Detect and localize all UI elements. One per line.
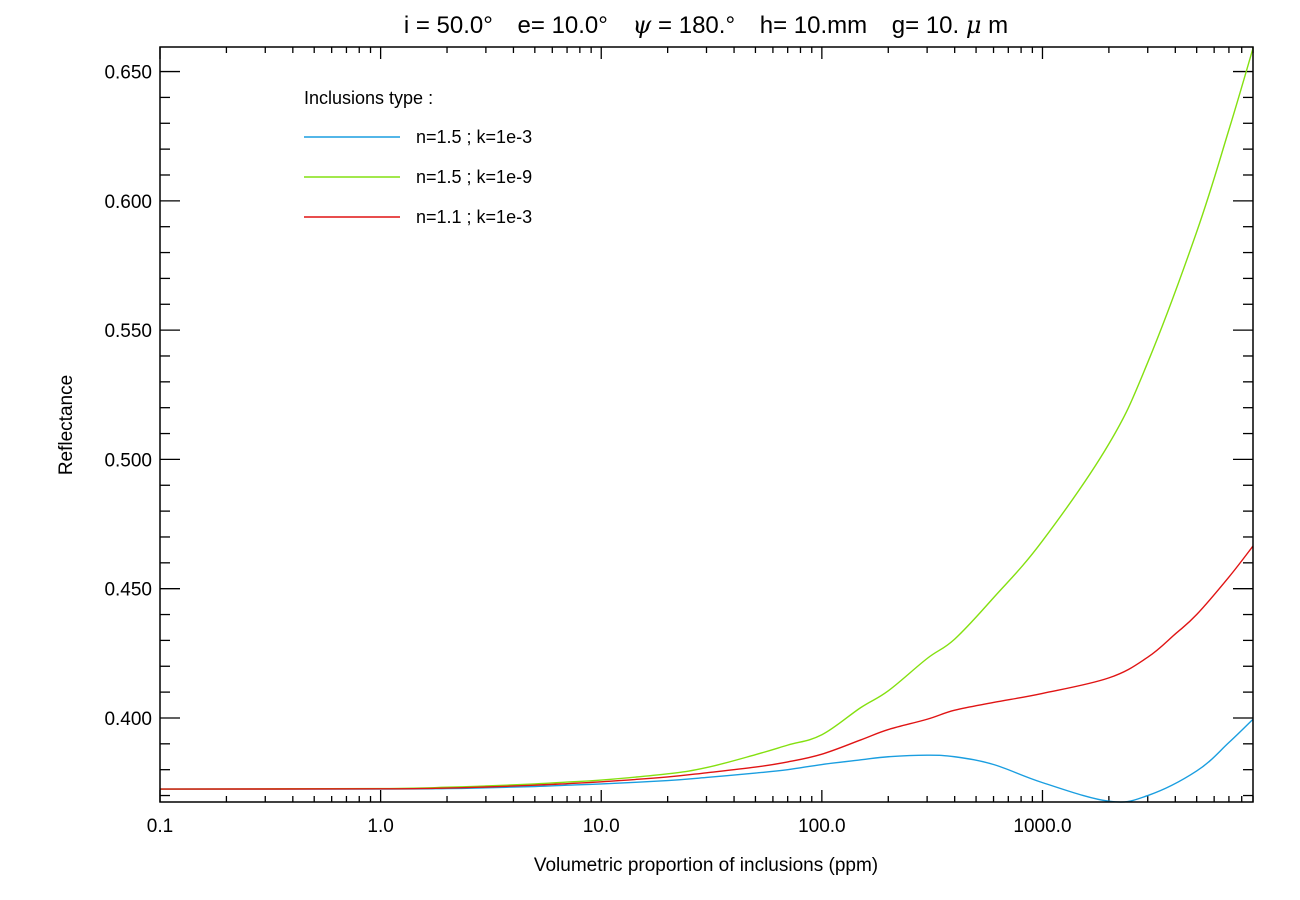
plot-frame [159,46,1254,803]
data-series [159,48,1254,803]
legend-label: n=1.5 ; k=1e-9 [416,167,532,187]
legend: Inclusions type : n=1.5 ; k=1e-3n=1.5 ; … [304,88,532,227]
x-tick-label: 0.1 [147,816,173,837]
axis-ticks [159,47,1254,802]
legend-label: n=1.1 ; k=1e-3 [416,207,532,227]
title-incidence: i = 50.0° [404,12,493,39]
title-psi-symbol: ψ [633,11,653,39]
title-emergence: e= 10.0° [518,12,608,39]
axis-tick-labels: 0.1 1.0 10.0 100.0 1000.0 0.400 0.450 0.500 0.55… [104,63,1071,837]
y-tick-label: 0.400 [104,709,152,730]
title-psi-value: = 180.° [658,12,735,39]
y-axis-title: Reflectance [56,375,77,475]
y-tick-label: 0.450 [104,580,152,601]
y-tick-label: 0.550 [104,321,152,342]
title-grain-unit: m [988,12,1008,39]
y-tick-label: 0.650 [104,63,152,84]
x-tick-label: 1000.0 [1013,816,1071,837]
x-tick-label: 100.0 [798,816,846,837]
title-mu-symbol: μ [966,11,982,39]
legend-label: n=1.5 ; k=1e-3 [416,127,532,147]
series-line-3 [159,545,1254,790]
series-line-2 [159,48,1254,790]
x-axis-title: Volumetric proportion of inclusions (ppm… [534,855,878,876]
legend-items: n=1.5 ; k=1e-3 n=1.5 ; k=1e-9 n=1.1 ; k=1e… [304,127,532,227]
y-tick-label: 0.600 [104,192,152,213]
title-thickness: h= 10.mm [760,12,867,39]
series-line-1 [159,718,1254,803]
x-tick-label: 10.0 [583,816,620,837]
title-grain-size: g= 10. [892,12,959,39]
x-tick-label: 1.0 [367,816,393,837]
legend-title: Inclusions type : [304,88,433,108]
y-tick-label: 0.500 [104,450,152,471]
chart-title: i = 50.0° e= 10.0° ψ = 180.° h= 10.mm g=… [404,11,1008,39]
